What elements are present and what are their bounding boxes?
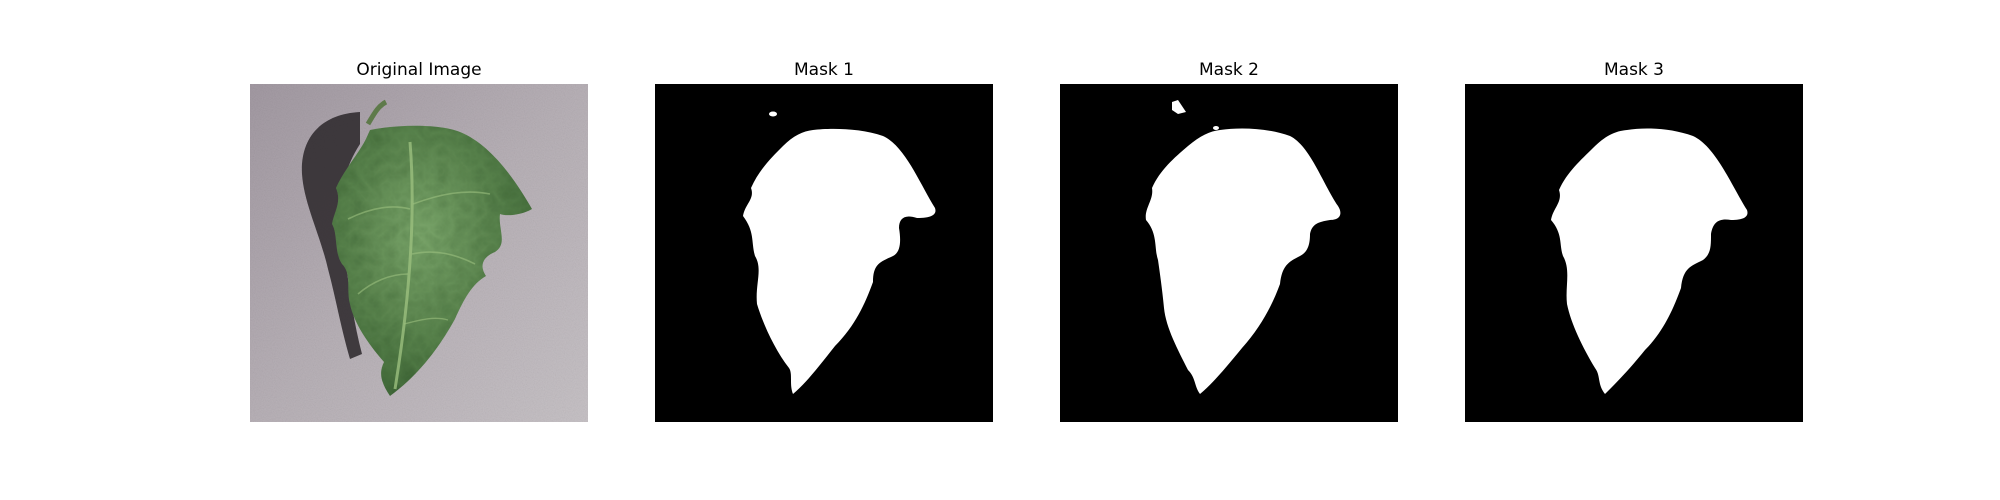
panel-mask-2: Mask 2 (1060, 58, 1398, 422)
panel-title-mask-3: Mask 3 (1603, 60, 1664, 80)
mask-2-image (1060, 84, 1398, 422)
leaf-midrib (393, 141, 414, 390)
mask-3-leaf (1551, 128, 1748, 394)
panel-mask-1: Mask 1 (655, 58, 993, 422)
mask-1-leaf (743, 128, 936, 394)
mask-1-image (655, 84, 993, 422)
original-leaf-photo (250, 84, 588, 422)
panel-title-mask-2: Mask 2 (1198, 60, 1259, 80)
mask-2-leaf (1145, 128, 1341, 394)
panel-mask-3: Mask 3 (1465, 58, 1803, 422)
leaf-shadow (301, 112, 362, 359)
panel-original-image: Original Image (250, 58, 588, 422)
leaf-stem (365, 99, 388, 126)
mask-1-speck (769, 111, 777, 117)
panel-title-original: Original Image (356, 60, 482, 80)
mask-3-image (1465, 84, 1803, 422)
mask-2-speck (1172, 100, 1186, 114)
panel-title-mask-1: Mask 1 (793, 60, 854, 80)
